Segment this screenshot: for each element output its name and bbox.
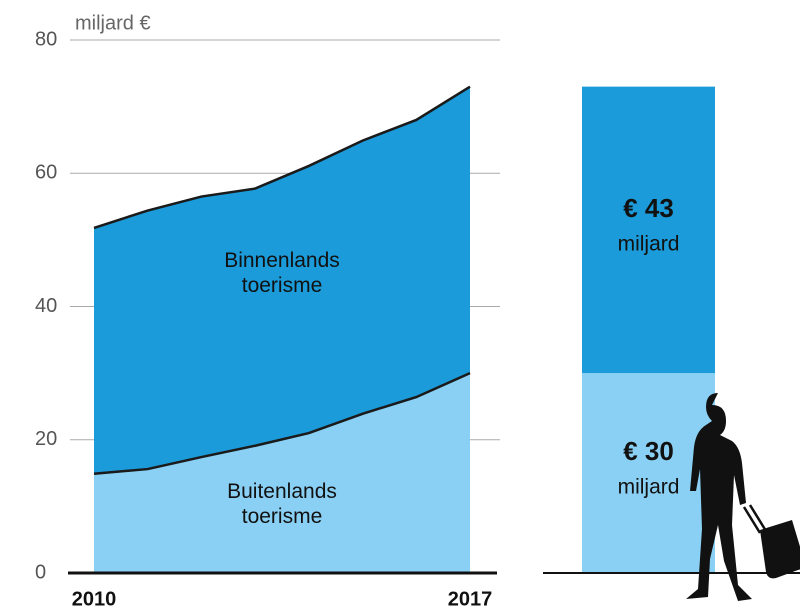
value-label: € 43 bbox=[623, 193, 674, 223]
y-tick-label: 60 bbox=[35, 162, 57, 184]
chart: miljard € 0 20 40 60 80 2010 2017 € 30 miljard € … bbox=[0, 0, 800, 611]
area-label: Buitenlands toerisme bbox=[197, 479, 367, 529]
unit-label: miljard bbox=[618, 232, 680, 255]
area-label: Binnenlands toerisme bbox=[197, 248, 367, 298]
axis-unit-label: miljard € bbox=[75, 12, 151, 34]
page: miljard € 0 20 40 60 80 2010 2017 € 30 miljard € … bbox=[0, 0, 800, 611]
bar-segment bbox=[582, 87, 715, 373]
value-label: € 30 bbox=[623, 436, 674, 466]
y-tick-label: 0 bbox=[35, 561, 46, 583]
y-tick-label: 80 bbox=[35, 28, 57, 50]
y-tick-label: 40 bbox=[35, 295, 57, 317]
unit-label: miljard bbox=[618, 476, 680, 499]
x-tick-label: 2017 bbox=[448, 588, 493, 610]
suitcase-handle bbox=[744, 505, 766, 533]
y-tick-label: 20 bbox=[35, 428, 57, 450]
x-tick-label: 2010 bbox=[72, 588, 117, 610]
